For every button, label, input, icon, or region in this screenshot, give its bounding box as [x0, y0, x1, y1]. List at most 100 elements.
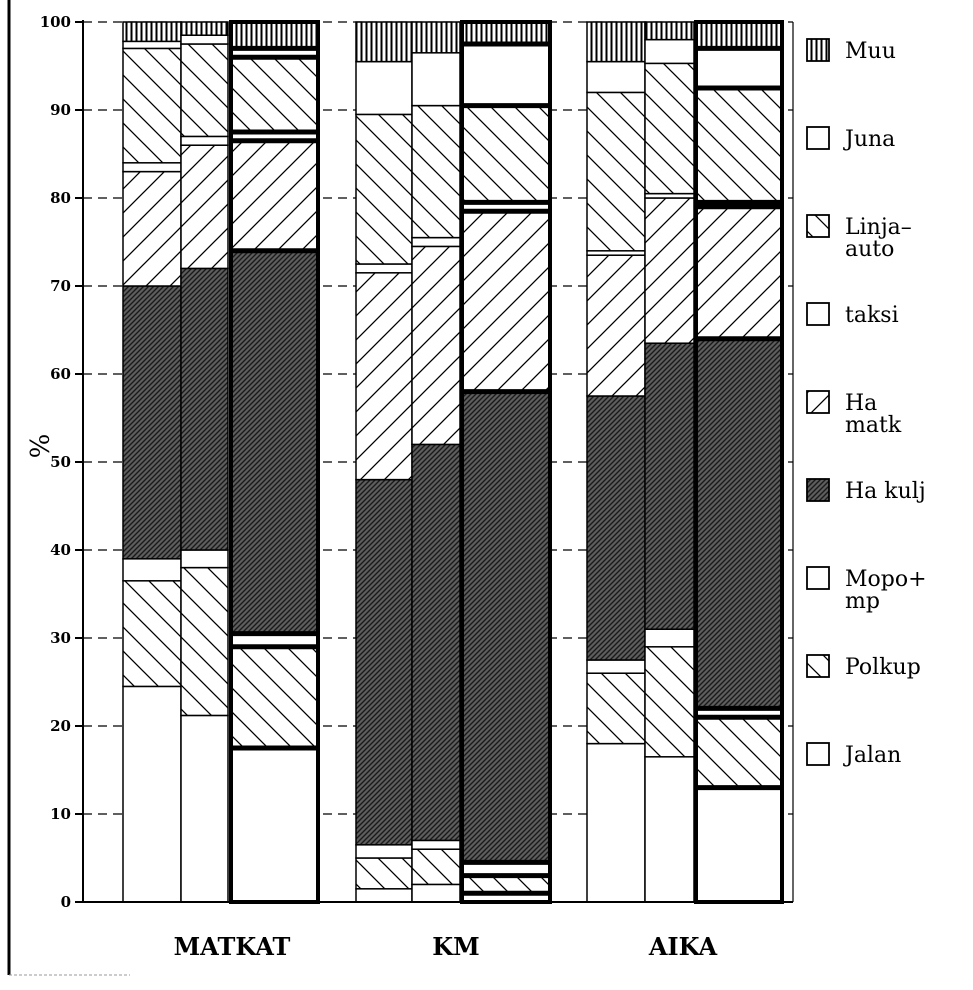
y-tick-label: 60: [50, 365, 71, 383]
segment-jalan: [694, 786, 784, 904]
segment-taksi: [122, 162, 182, 173]
y-tick-label: 50: [50, 453, 71, 471]
segment-jalan: [180, 714, 229, 903]
segment-mopo: [411, 839, 461, 850]
segment-juna: [122, 40, 182, 50]
segment-hakulj: [355, 478, 413, 846]
segment-hamatk: [180, 144, 229, 270]
y-tick-label: 10: [50, 805, 71, 823]
segment-taksi: [411, 236, 461, 248]
segment-juna: [355, 60, 413, 116]
segment-hamatk: [694, 205, 784, 341]
bar-matkat-1: [122, 21, 182, 903]
legend-swatch: [806, 478, 830, 502]
segment-muu: [586, 21, 646, 63]
bar-km-1: [355, 21, 413, 903]
segment-jalan: [355, 888, 413, 903]
legend-entry-linja: Linja– auto: [806, 214, 912, 262]
segment-linja: [229, 55, 320, 134]
segment-hakulj: [644, 342, 695, 630]
segment-jalan: [411, 883, 461, 903]
segment-hakulj: [694, 337, 784, 710]
legend-swatch: [806, 742, 830, 766]
segment-polkup: [180, 566, 229, 717]
segment-jalan: [644, 756, 695, 903]
segment-muu: [460, 20, 552, 46]
bar-aika-2: [644, 21, 695, 903]
segment-jalan: [122, 685, 182, 903]
legend-label: Linja– auto: [845, 215, 912, 262]
legend-entry-mopo: Mopo+ mp: [806, 566, 927, 614]
x-group-label: MATKAT: [174, 932, 291, 961]
bar-aika-1: [586, 21, 646, 903]
segment-polkup: [411, 848, 461, 886]
legend-swatch: [806, 390, 830, 414]
segment-mopo: [180, 549, 229, 569]
y-tick-label: 40: [50, 541, 71, 559]
segment-hakulj: [586, 395, 646, 661]
segment-polkup: [355, 857, 413, 890]
legend: Muu Juna Linja– auto taksi Ha matk Ha kulj Mopo+…: [806, 38, 927, 768]
segment-hamatk: [229, 139, 320, 253]
segment-linja: [355, 113, 413, 265]
segment-polkup: [644, 646, 695, 758]
legend-label: Mopo+ mp: [845, 567, 927, 614]
y-tick-label: 70: [50, 277, 71, 295]
bar-aika-3: [694, 20, 784, 904]
segment-linja: [122, 47, 182, 164]
segment-mopo: [586, 659, 646, 674]
legend-entry-juna: Juna: [806, 126, 895, 152]
y-tick-label: 100: [40, 13, 71, 31]
legend-label: Ha kulj: [845, 479, 926, 504]
segment-hakulj: [460, 390, 552, 864]
segment-linja: [411, 104, 461, 239]
segment-taksi: [355, 263, 413, 274]
segment-hamatk: [411, 245, 461, 446]
legend-swatch: [806, 126, 830, 150]
y-tick-label: 30: [50, 629, 71, 647]
x-group-label: KM: [432, 932, 479, 961]
segment-juna: [180, 34, 229, 45]
segment-hakulj: [122, 285, 182, 560]
bars-layer: [122, 20, 784, 904]
segment-juna: [411, 52, 461, 107]
segment-polkup: [460, 874, 552, 895]
segment-polkup: [694, 715, 784, 789]
segment-muu: [229, 20, 320, 50]
legend-swatch: [806, 654, 830, 678]
bar-matkat-3: [229, 20, 320, 904]
legend-entry-polkup: Polkup: [806, 654, 921, 680]
segment-linja: [180, 43, 229, 138]
segment-jalan: [586, 742, 646, 903]
segment-linja: [694, 86, 784, 204]
legend-label: Ha matk: [845, 391, 902, 438]
segment-mopo: [355, 844, 413, 859]
y-tick-label: 0: [61, 893, 71, 911]
legend-label: Muu: [845, 39, 896, 64]
segment-polkup: [229, 645, 320, 750]
y-tick-label: 90: [50, 101, 71, 119]
segment-hakulj: [411, 443, 461, 842]
legend-entry-muu: Muu: [806, 38, 896, 64]
segment-juna: [586, 60, 646, 94]
y-tick-label: 20: [50, 717, 71, 735]
segment-hamatk: [644, 197, 695, 344]
segment-juna: [694, 47, 784, 90]
legend-label: Polkup: [845, 655, 921, 680]
legend-entry-hakulj: Ha kulj: [806, 478, 926, 504]
segment-hamatk: [460, 209, 552, 393]
axis-layer: 0 10 20 30 40 50 60 70 80 90 100% MATKAT KM AIKA: [7, 0, 794, 976]
segment-linja: [644, 62, 695, 195]
segment-jalan: [229, 746, 320, 904]
segment-hakulj: [229, 249, 320, 635]
segment-taksi: [180, 135, 229, 146]
legend-label: Jalan: [843, 743, 901, 768]
segment-muu: [694, 20, 784, 50]
y-axis-label: %: [23, 434, 53, 459]
bar-matkat-2: [180, 21, 229, 903]
x-group-label: AIKA: [648, 932, 718, 961]
segment-polkup: [122, 580, 182, 688]
y-tick-label: 80: [50, 189, 71, 207]
